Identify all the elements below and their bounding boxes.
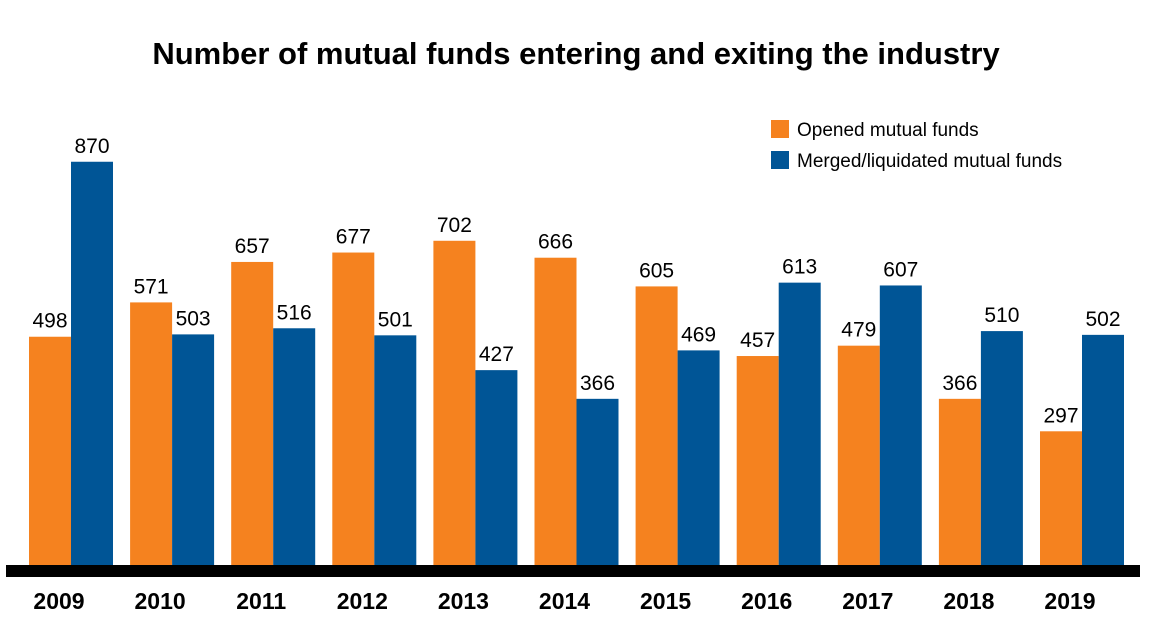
bar-opened-2019	[1040, 431, 1082, 571]
data-label: 657	[235, 235, 270, 258]
bar-opened-2016	[736, 356, 779, 571]
data-label: 613	[782, 256, 817, 279]
x-tick-label: 2013	[438, 588, 489, 614]
bar-opened-2011	[231, 261, 274, 571]
bar-opened-2009	[29, 336, 71, 571]
data-label: 666	[538, 231, 573, 254]
data-label: 607	[883, 258, 918, 281]
x-tick-label: 2017	[842, 588, 893, 614]
bar-merged-2009	[71, 161, 113, 571]
data-label: 510	[984, 304, 1019, 327]
data-label: 702	[437, 214, 472, 237]
data-label: 516	[277, 301, 312, 324]
legend-label: Merged/liquidated mutual funds	[797, 151, 1062, 172]
bar-merged-2011	[273, 328, 316, 571]
x-tick-label: 2014	[539, 588, 590, 614]
x-tick-label: 2011	[236, 588, 286, 614]
bar-opened-2015	[635, 286, 678, 571]
data-label: 427	[479, 343, 514, 366]
bar-merged-2010	[172, 334, 215, 571]
bar-opened-2012	[332, 252, 375, 572]
bar-opened-2014	[534, 257, 577, 571]
data-label: 297	[1043, 404, 1078, 427]
x-tick-label: 2015	[640, 588, 691, 614]
data-label: 503	[176, 307, 211, 330]
bar-merged-2018	[980, 331, 1023, 571]
x-tick-label: 2018	[943, 588, 994, 614]
data-label: 469	[681, 323, 716, 346]
data-label: 457	[740, 329, 775, 352]
bar-merged-2019	[1082, 334, 1124, 571]
bar-merged-2012	[374, 335, 417, 571]
data-label: 366	[580, 372, 615, 395]
data-label: 498	[32, 310, 67, 333]
data-label: 677	[336, 226, 371, 249]
bar-opened-2010	[130, 302, 173, 571]
bar-merged-2016	[778, 282, 821, 571]
x-axis-line	[6, 565, 1140, 577]
chart-title: Number of mutual funds entering and exit…	[152, 36, 1000, 71]
bar-merged-2014	[576, 398, 619, 571]
data-label: 502	[1085, 308, 1120, 331]
data-label: 366	[942, 372, 977, 395]
legend-label: Opened mutual funds	[797, 120, 979, 141]
data-label: 479	[841, 319, 876, 342]
legend-swatch	[771, 120, 789, 138]
bar-opened-2018	[938, 398, 981, 571]
data-label: 571	[134, 275, 169, 298]
x-tick-label: 2010	[135, 588, 186, 614]
x-tick-label: 2009	[33, 588, 84, 614]
legend-swatch	[771, 151, 789, 169]
bar-merged-2015	[677, 350, 720, 571]
bar-merged-2013	[475, 370, 518, 571]
x-tick-label: 2012	[337, 588, 388, 614]
bar-merged-2017	[879, 285, 922, 571]
bar-opened-2013	[433, 240, 476, 571]
data-label: 501	[378, 308, 413, 331]
x-tick-label: 2016	[741, 588, 792, 614]
bar-opened-2017	[837, 345, 880, 571]
x-tick-label: 2019	[1044, 588, 1095, 614]
data-label: 870	[74, 135, 109, 158]
data-label: 605	[639, 259, 674, 282]
